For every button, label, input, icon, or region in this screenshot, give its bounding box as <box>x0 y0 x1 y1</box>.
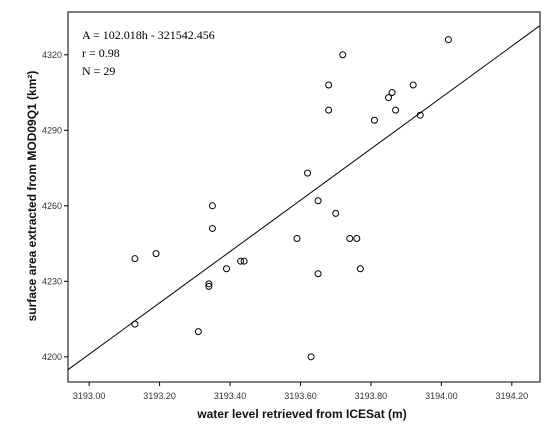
data-point <box>240 257 248 265</box>
data-point <box>325 81 333 89</box>
annotation-equation: A = 102.018h - 321542.456 <box>82 28 215 42</box>
x-tick-label: 3193.40 <box>214 391 247 401</box>
data-point <box>152 250 160 258</box>
y-tick-label: 4290 <box>42 125 62 135</box>
data-point <box>307 353 315 361</box>
data-point <box>223 265 231 273</box>
annotation-r: r = 0.98 <box>82 46 120 60</box>
data-point <box>237 257 245 265</box>
data-point <box>325 106 333 114</box>
data-point <box>131 320 139 328</box>
y-tick-label: 4200 <box>42 352 62 362</box>
data-point <box>416 111 424 119</box>
x-tick-label: 3194.20 <box>496 391 529 401</box>
data-point <box>205 280 213 288</box>
y-axis-label: surface area extracted from MOD09Q1 (km²… <box>25 71 39 322</box>
data-point <box>205 282 213 290</box>
data-points-layer <box>131 36 452 361</box>
data-point <box>388 89 396 97</box>
data-point <box>131 255 139 263</box>
x-axis-ticks: 3193.00 3193.20 3193.40 3193.60 3193.80 3194.… <box>73 382 528 401</box>
data-point <box>409 81 417 89</box>
y-tick-label: 4260 <box>42 201 62 211</box>
plot-frame <box>67 11 541 383</box>
data-point <box>208 202 216 210</box>
x-tick-label: 3193.00 <box>73 391 106 401</box>
data-point <box>314 270 322 278</box>
data-point <box>444 36 452 44</box>
data-point <box>353 235 361 243</box>
data-point <box>346 235 354 243</box>
annotation-n: N = 29 <box>82 64 115 78</box>
x-tick-label: 3193.80 <box>355 391 388 401</box>
fit-line-layer <box>67 25 541 371</box>
data-point <box>314 197 322 205</box>
regression-line <box>67 25 541 371</box>
data-point <box>208 224 216 232</box>
y-axis-ticks: 4200 4230 4260 4290 4320 <box>42 50 68 362</box>
data-point <box>304 169 312 177</box>
x-tick-label: 3194.00 <box>425 391 458 401</box>
data-point <box>385 94 393 102</box>
data-point <box>356 265 364 273</box>
data-point <box>339 51 347 59</box>
x-tick-label: 3193.20 <box>143 391 176 401</box>
y-tick-label: 4320 <box>42 50 62 60</box>
data-point <box>194 328 202 336</box>
data-point <box>332 209 340 217</box>
data-point <box>293 235 301 243</box>
y-tick-label: 4230 <box>42 276 62 286</box>
x-axis-label: water level retrieved from ICESat (m) <box>196 407 406 421</box>
data-point <box>370 116 378 124</box>
data-point <box>392 106 400 114</box>
x-tick-label: 3193.60 <box>284 391 317 401</box>
